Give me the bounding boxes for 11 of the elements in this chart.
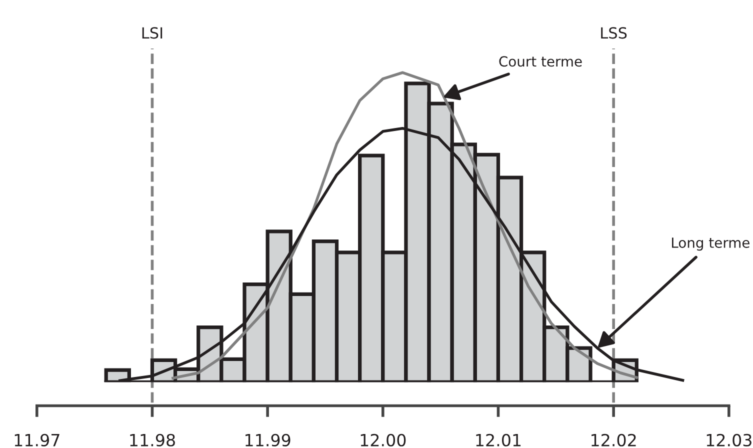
x-tick-label: 12.02	[592, 434, 636, 446]
x-tick-label: 11.98	[130, 434, 175, 446]
x-tick-label: 11.97	[14, 434, 60, 446]
x-tick-label: 12.01	[476, 434, 521, 446]
annotation: Court terme	[499, 56, 582, 67]
x-tick-label: 11.99	[246, 434, 290, 446]
ref-line-label: LSI	[142, 27, 162, 39]
x-tick-label: 12.03	[706, 434, 752, 446]
annotation: Long terme	[672, 238, 750, 251]
ref-line-label: LSS	[601, 27, 627, 39]
x-tick-label: 12.00	[360, 434, 406, 446]
